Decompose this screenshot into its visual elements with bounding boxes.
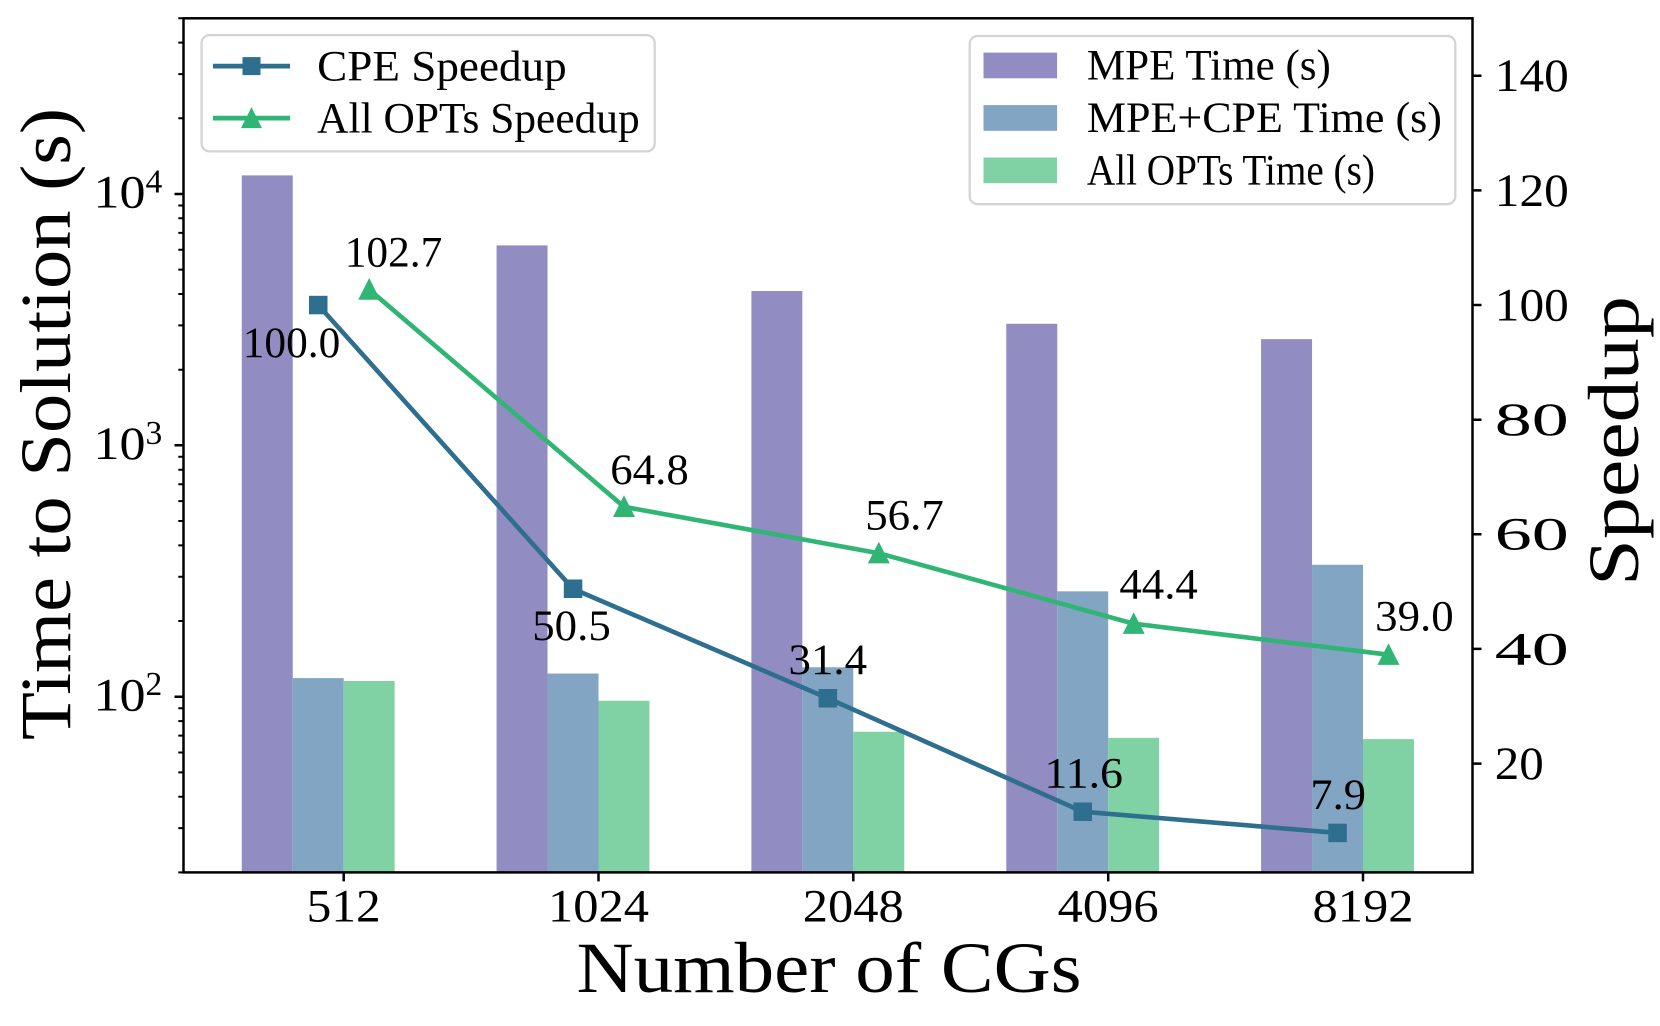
svg-text:31.4: 31.4: [789, 637, 868, 684]
svg-text:1024: 1024: [548, 881, 649, 933]
svg-text:80: 80: [1495, 394, 1569, 446]
svg-text:2048: 2048: [803, 881, 904, 933]
svg-text:All OPTs Speedup: All OPTs Speedup: [317, 95, 640, 142]
svg-text:7.9: 7.9: [1310, 772, 1366, 819]
svg-text:60: 60: [1495, 509, 1569, 561]
svg-text:4096: 4096: [1058, 881, 1159, 933]
svg-text:64.8: 64.8: [610, 447, 689, 494]
svg-text:100: 100: [1495, 279, 1569, 331]
svg-text:50.5: 50.5: [532, 603, 611, 650]
svg-text:120: 120: [1495, 165, 1569, 217]
svg-text:MPE Time (s): MPE Time (s): [1087, 43, 1331, 90]
svg-text:56.7: 56.7: [865, 493, 944, 540]
svg-text:Time to Solution (s): Time to Solution (s): [6, 108, 86, 740]
svg-text:Speedup: Speedup: [1574, 296, 1654, 586]
svg-text:All OPTs Time (s): All OPTs Time (s): [1087, 148, 1375, 195]
svg-text:100.0: 100.0: [243, 320, 341, 367]
svg-text:44.4: 44.4: [1119, 562, 1198, 609]
svg-text:102.7: 102.7: [345, 230, 443, 277]
svg-text:104: 104: [94, 164, 163, 219]
svg-text:140: 140: [1495, 50, 1569, 102]
svg-text:CPE Speedup: CPE Speedup: [317, 43, 567, 90]
svg-text:103: 103: [94, 415, 163, 470]
svg-text:512: 512: [307, 881, 381, 933]
svg-text:11.6: 11.6: [1044, 751, 1123, 798]
svg-text:MPE+CPE Time (s): MPE+CPE Time (s): [1087, 95, 1442, 142]
svg-text:Number of CGs: Number of CGs: [577, 928, 1082, 1008]
svg-text:102: 102: [94, 666, 163, 721]
svg-text:39.0: 39.0: [1375, 594, 1454, 641]
svg-text:8192: 8192: [1313, 881, 1414, 933]
svg-text:40: 40: [1495, 623, 1569, 675]
svg-text:20: 20: [1495, 738, 1544, 790]
